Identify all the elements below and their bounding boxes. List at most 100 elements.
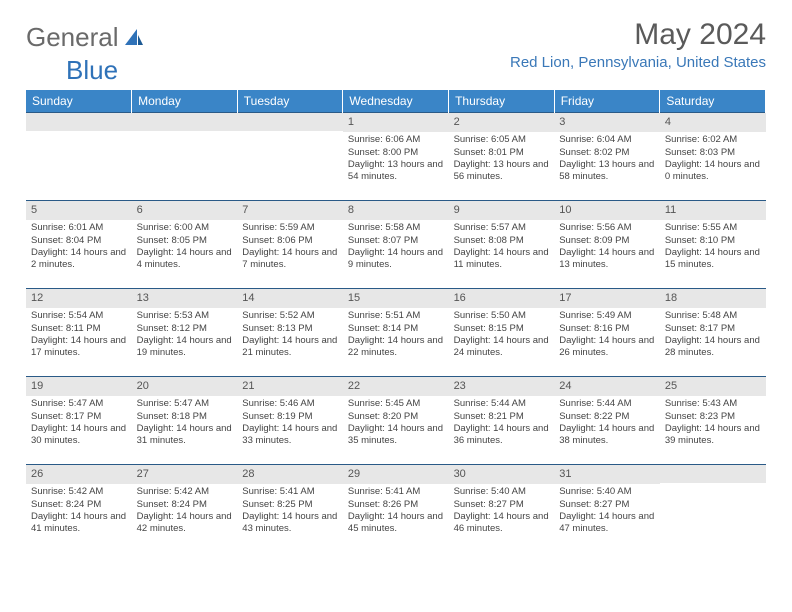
daylight-text: Daylight: 14 hours and 21 minutes. [242, 335, 339, 360]
calendar-day-cell [132, 113, 238, 201]
weekday-header: Friday [554, 90, 660, 113]
sunset-text: Sunset: 8:07 PM [348, 235, 445, 247]
calendar-day-cell: 19Sunrise: 5:47 AMSunset: 8:17 PMDayligh… [26, 377, 132, 465]
day-details: Sunrise: 6:01 AMSunset: 8:04 PMDaylight:… [26, 220, 132, 273]
sunset-text: Sunset: 8:04 PM [31, 235, 128, 247]
calendar-day-cell: 10Sunrise: 5:56 AMSunset: 8:09 PMDayligh… [554, 201, 660, 289]
day-number: 10 [554, 201, 660, 220]
day-number: 31 [554, 465, 660, 484]
daylight-text: Daylight: 14 hours and 42 minutes. [137, 511, 234, 536]
day-details: Sunrise: 5:50 AMSunset: 8:15 PMDaylight:… [449, 308, 555, 361]
sunrise-text: Sunrise: 5:54 AM [31, 310, 128, 322]
day-details: Sunrise: 5:44 AMSunset: 8:21 PMDaylight:… [449, 396, 555, 449]
sunset-text: Sunset: 8:03 PM [665, 147, 762, 159]
day-number: 22 [343, 377, 449, 396]
calendar-day-cell: 16Sunrise: 5:50 AMSunset: 8:15 PMDayligh… [449, 289, 555, 377]
daylight-text: Daylight: 14 hours and 15 minutes. [665, 247, 762, 272]
sunrise-text: Sunrise: 5:41 AM [348, 486, 445, 498]
day-number: 25 [660, 377, 766, 396]
calendar-day-cell: 6Sunrise: 6:00 AMSunset: 8:05 PMDaylight… [132, 201, 238, 289]
day-details: Sunrise: 5:52 AMSunset: 8:13 PMDaylight:… [237, 308, 343, 361]
day-number: 13 [132, 289, 238, 308]
sunrise-text: Sunrise: 5:40 AM [454, 486, 551, 498]
calendar-day-cell: 14Sunrise: 5:52 AMSunset: 8:13 PMDayligh… [237, 289, 343, 377]
sunset-text: Sunset: 8:12 PM [137, 323, 234, 335]
sunrise-text: Sunrise: 5:56 AM [559, 222, 656, 234]
sunrise-text: Sunrise: 5:42 AM [31, 486, 128, 498]
daylight-text: Daylight: 14 hours and 7 minutes. [242, 247, 339, 272]
calendar-week-row: 12Sunrise: 5:54 AMSunset: 8:11 PMDayligh… [26, 289, 766, 377]
daylight-text: Daylight: 14 hours and 22 minutes. [348, 335, 445, 360]
sunset-text: Sunset: 8:23 PM [665, 411, 762, 423]
sunrise-text: Sunrise: 5:44 AM [454, 398, 551, 410]
daylight-text: Daylight: 14 hours and 26 minutes. [559, 335, 656, 360]
day-details: Sunrise: 5:51 AMSunset: 8:14 PMDaylight:… [343, 308, 449, 361]
sunset-text: Sunset: 8:26 PM [348, 499, 445, 511]
daylight-text: Daylight: 14 hours and 13 minutes. [559, 247, 656, 272]
day-details: Sunrise: 5:44 AMSunset: 8:22 PMDaylight:… [554, 396, 660, 449]
calendar-day-cell: 21Sunrise: 5:46 AMSunset: 8:19 PMDayligh… [237, 377, 343, 465]
day-number: 29 [343, 465, 449, 484]
sunrise-text: Sunrise: 5:42 AM [137, 486, 234, 498]
day-details: Sunrise: 5:46 AMSunset: 8:19 PMDaylight:… [237, 396, 343, 449]
calendar-day-cell: 24Sunrise: 5:44 AMSunset: 8:22 PMDayligh… [554, 377, 660, 465]
daylight-text: Daylight: 14 hours and 30 minutes. [31, 423, 128, 448]
calendar-day-cell: 8Sunrise: 5:58 AMSunset: 8:07 PMDaylight… [343, 201, 449, 289]
calendar-day-cell: 1Sunrise: 6:06 AMSunset: 8:00 PMDaylight… [343, 113, 449, 201]
sunset-text: Sunset: 8:01 PM [454, 147, 551, 159]
sail-icon [123, 27, 145, 49]
sunset-text: Sunset: 8:14 PM [348, 323, 445, 335]
day-details: Sunrise: 6:04 AMSunset: 8:02 PMDaylight:… [554, 132, 660, 185]
sunrise-text: Sunrise: 5:46 AM [242, 398, 339, 410]
day-number: 15 [343, 289, 449, 308]
day-details: Sunrise: 6:06 AMSunset: 8:00 PMDaylight:… [343, 132, 449, 185]
calendar-day-cell: 18Sunrise: 5:48 AMSunset: 8:17 PMDayligh… [660, 289, 766, 377]
sunrise-text: Sunrise: 5:58 AM [348, 222, 445, 234]
calendar-header-row: SundayMondayTuesdayWednesdayThursdayFrid… [26, 90, 766, 113]
calendar-day-cell: 26Sunrise: 5:42 AMSunset: 8:24 PMDayligh… [26, 465, 132, 553]
calendar-day-cell: 17Sunrise: 5:49 AMSunset: 8:16 PMDayligh… [554, 289, 660, 377]
sunset-text: Sunset: 8:17 PM [31, 411, 128, 423]
calendar-day-cell: 25Sunrise: 5:43 AMSunset: 8:23 PMDayligh… [660, 377, 766, 465]
sunrise-text: Sunrise: 5:48 AM [665, 310, 762, 322]
daylight-text: Daylight: 14 hours and 33 minutes. [242, 423, 339, 448]
day-details: Sunrise: 5:41 AMSunset: 8:26 PMDaylight:… [343, 484, 449, 537]
sunrise-text: Sunrise: 5:49 AM [559, 310, 656, 322]
sunset-text: Sunset: 8:15 PM [454, 323, 551, 335]
weekday-header: Sunday [26, 90, 132, 113]
sunrise-text: Sunrise: 5:57 AM [454, 222, 551, 234]
day-number: 6 [132, 201, 238, 220]
day-number [26, 113, 132, 131]
daylight-text: Daylight: 14 hours and 36 minutes. [454, 423, 551, 448]
sunrise-text: Sunrise: 5:51 AM [348, 310, 445, 322]
sunset-text: Sunset: 8:16 PM [559, 323, 656, 335]
sunset-text: Sunset: 8:05 PM [137, 235, 234, 247]
calendar-day-cell: 29Sunrise: 5:41 AMSunset: 8:26 PMDayligh… [343, 465, 449, 553]
day-details: Sunrise: 5:43 AMSunset: 8:23 PMDaylight:… [660, 396, 766, 449]
calendar-week-row: 5Sunrise: 6:01 AMSunset: 8:04 PMDaylight… [26, 201, 766, 289]
calendar-body: 1Sunrise: 6:06 AMSunset: 8:00 PMDaylight… [26, 113, 766, 553]
daylight-text: Daylight: 14 hours and 19 minutes. [137, 335, 234, 360]
daylight-text: Daylight: 14 hours and 41 minutes. [31, 511, 128, 536]
calendar-week-row: 26Sunrise: 5:42 AMSunset: 8:24 PMDayligh… [26, 465, 766, 553]
daylight-text: Daylight: 14 hours and 9 minutes. [348, 247, 445, 272]
weekday-header: Monday [132, 90, 238, 113]
day-details: Sunrise: 6:02 AMSunset: 8:03 PMDaylight:… [660, 132, 766, 185]
day-details: Sunrise: 5:47 AMSunset: 8:18 PMDaylight:… [132, 396, 238, 449]
day-number: 24 [554, 377, 660, 396]
calendar-table: SundayMondayTuesdayWednesdayThursdayFrid… [26, 90, 766, 553]
calendar-day-cell [237, 113, 343, 201]
logo-text-general: General [26, 22, 119, 53]
day-details: Sunrise: 5:48 AMSunset: 8:17 PMDaylight:… [660, 308, 766, 361]
calendar-day-cell: 20Sunrise: 5:47 AMSunset: 8:18 PMDayligh… [132, 377, 238, 465]
daylight-text: Daylight: 14 hours and 39 minutes. [665, 423, 762, 448]
day-details: Sunrise: 5:58 AMSunset: 8:07 PMDaylight:… [343, 220, 449, 273]
calendar-day-cell: 23Sunrise: 5:44 AMSunset: 8:21 PMDayligh… [449, 377, 555, 465]
month-title: May 2024 [510, 18, 766, 52]
day-number: 1 [343, 113, 449, 132]
daylight-text: Daylight: 14 hours and 45 minutes. [348, 511, 445, 536]
sunset-text: Sunset: 8:17 PM [665, 323, 762, 335]
sunset-text: Sunset: 8:24 PM [31, 499, 128, 511]
sunset-text: Sunset: 8:25 PM [242, 499, 339, 511]
calendar-day-cell: 7Sunrise: 5:59 AMSunset: 8:06 PMDaylight… [237, 201, 343, 289]
